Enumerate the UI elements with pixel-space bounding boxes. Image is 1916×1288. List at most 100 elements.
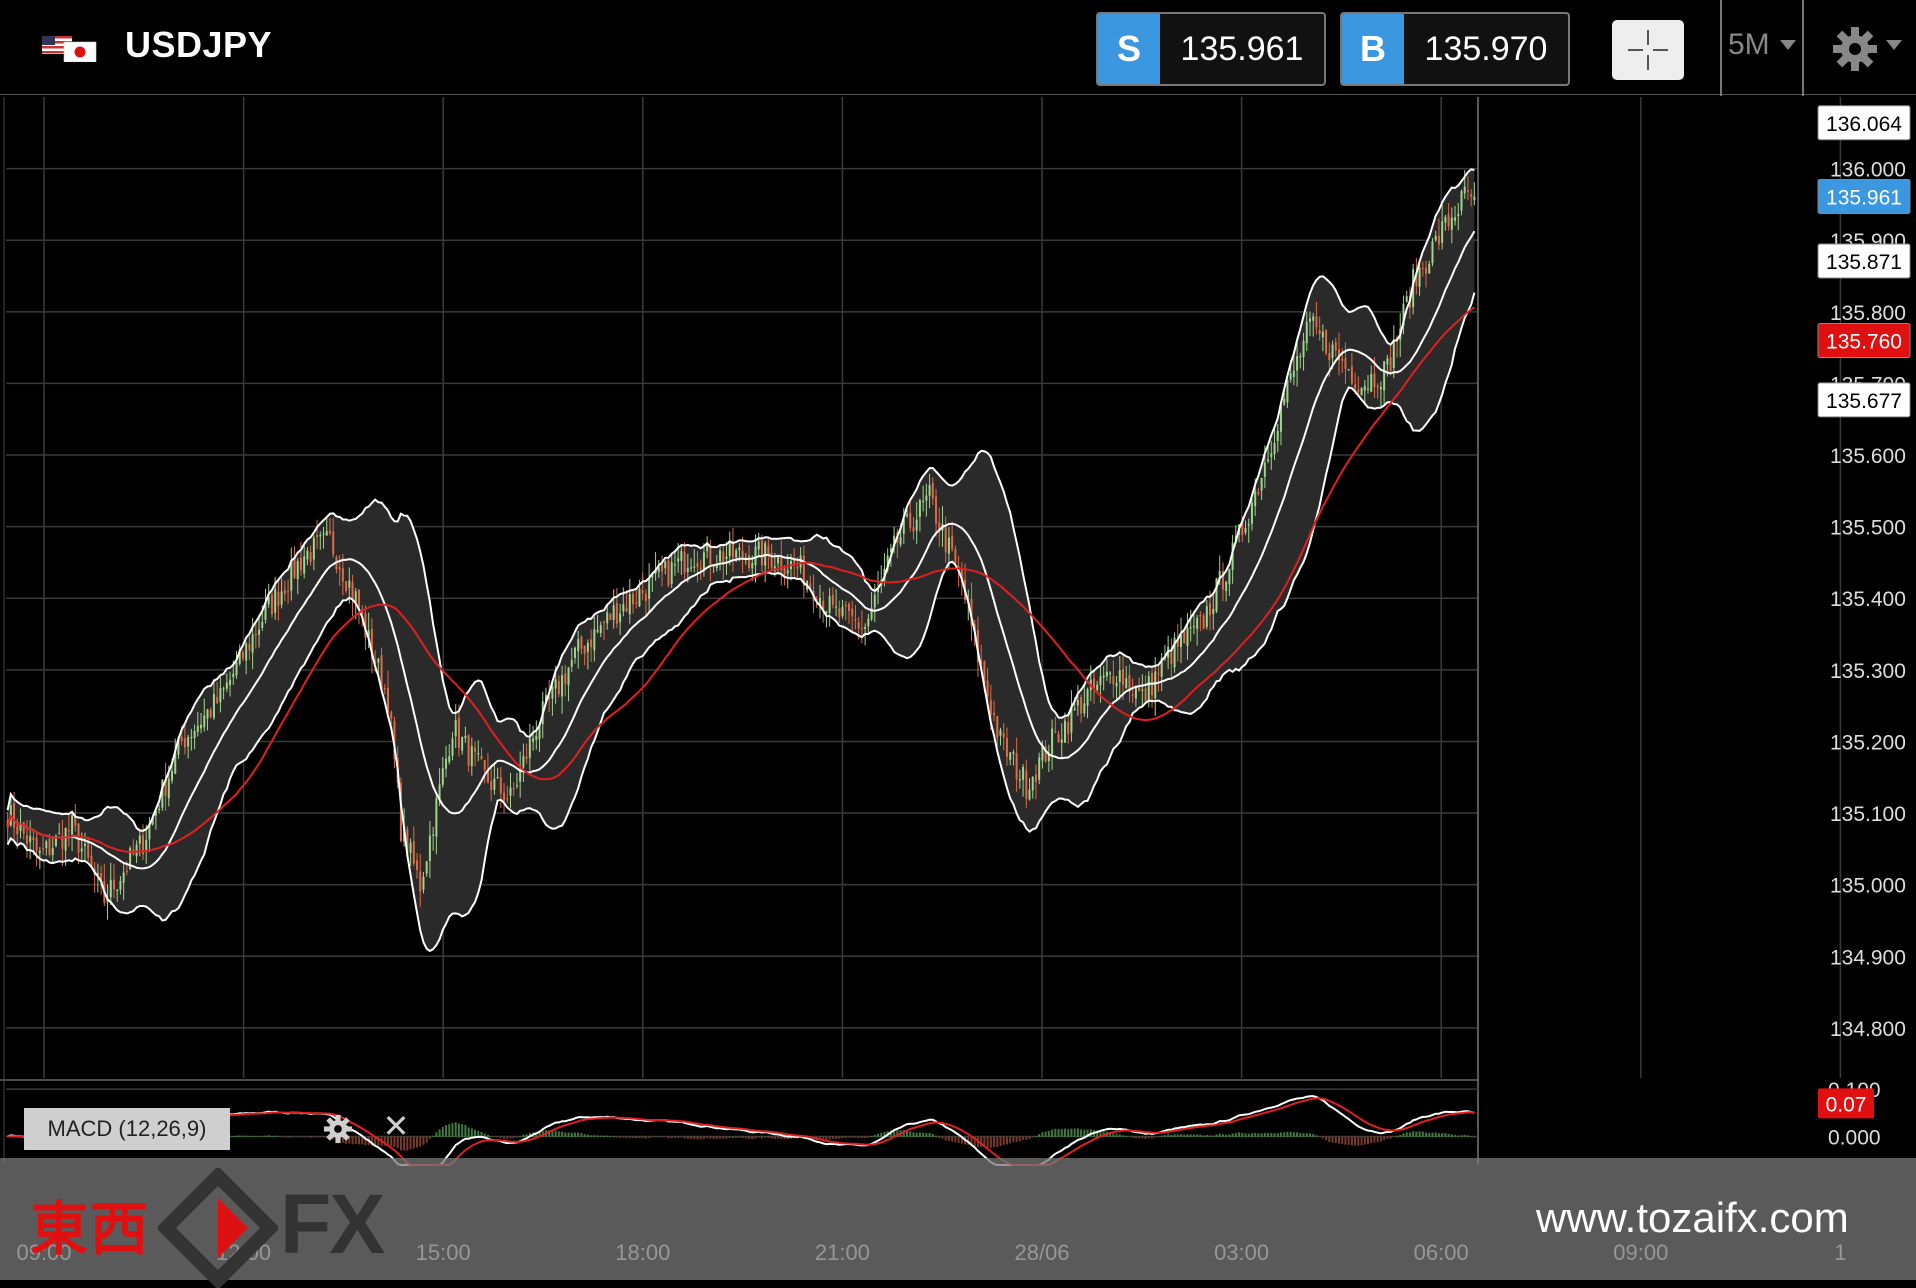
macd-histogram-bar (1151, 1136, 1154, 1139)
macd-histogram-bar (851, 1136, 854, 1138)
macd-histogram-bar (831, 1136, 834, 1140)
candle-body (258, 629, 261, 635)
candle-body (1244, 528, 1247, 533)
macd-histogram-bar (445, 1125, 448, 1138)
candle-body (1305, 321, 1308, 344)
macd-histogram-bar (1402, 1133, 1405, 1138)
candle-body (425, 861, 428, 874)
crosshair-button[interactable] (1612, 20, 1684, 80)
candle-body (902, 519, 905, 534)
candle-body (1038, 757, 1041, 780)
macd-histogram-bar (847, 1136, 850, 1138)
candle-body (35, 837, 38, 851)
symbol-title[interactable]: USDJPY (125, 24, 273, 65)
candle-body (151, 816, 154, 825)
candle-body (686, 568, 689, 572)
sell-quote-button[interactable]: S 135.961 (1096, 12, 1326, 86)
candle-body (264, 604, 267, 620)
candle-body (1341, 358, 1344, 361)
macd-histogram-bar (635, 1136, 638, 1139)
macd-histogram-bar (841, 1136, 844, 1139)
candle-body (622, 604, 625, 612)
candle-body (1176, 640, 1179, 647)
candle-body (167, 778, 170, 799)
chevron-down-icon[interactable] (1886, 40, 1902, 50)
candle-body (1250, 502, 1253, 524)
candle-body (238, 649, 241, 664)
candle-body (248, 643, 251, 651)
macd-histogram-bar (1118, 1134, 1121, 1138)
candle-body (428, 835, 431, 861)
candle-body (738, 547, 741, 551)
gear-icon[interactable] (1830, 24, 1880, 74)
macd-histogram-bar (1360, 1136, 1363, 1146)
candle-body (67, 830, 70, 832)
toolbar-divider (1802, 0, 1804, 96)
macd-histogram-bar (760, 1136, 763, 1139)
macd-histogram-bar (606, 1135, 609, 1138)
sell-price: 135.961 (1180, 29, 1304, 68)
macd-histogram-bar (499, 1136, 502, 1138)
candle-body (51, 848, 54, 856)
candle-body (1425, 267, 1428, 274)
candle-body (406, 828, 409, 856)
macd-histogram-bar (261, 1136, 264, 1138)
macd-histogram-bar (996, 1136, 999, 1148)
macd-histogram-bar (557, 1131, 560, 1138)
candle-body (1102, 675, 1105, 678)
candle-body (1386, 358, 1389, 365)
macd-histogram-bar (944, 1136, 947, 1141)
buy-quote-button[interactable]: B 135.970 (1340, 12, 1570, 86)
price-chart[interactable]: 136.000135.900135.800135.700135.600135.5… (0, 95, 1916, 1280)
macd-histogram-bar (1341, 1136, 1344, 1145)
candle-body (731, 543, 734, 558)
close-icon[interactable]: ✕ (382, 1107, 410, 1145)
macd-histogram-bar (390, 1136, 393, 1146)
macd-histogram-bar (928, 1132, 931, 1138)
candle-body (470, 746, 473, 767)
gear-icon[interactable] (322, 1113, 354, 1145)
macd-histogram-bar (780, 1136, 783, 1139)
macd-histogram-bar (683, 1136, 686, 1139)
candle-body (1373, 373, 1376, 387)
candle-body (1312, 316, 1315, 321)
candle-body (1367, 388, 1370, 390)
macd-histogram-bar (941, 1136, 944, 1139)
candle-body (877, 587, 880, 593)
macd-histogram-bar (1038, 1134, 1041, 1138)
macd-histogram-bar (657, 1136, 660, 1138)
macd-histogram-bar (470, 1128, 473, 1138)
macd-histogram-bar (567, 1132, 570, 1138)
candle-body (183, 738, 186, 748)
macd-histogram-bar (277, 1136, 280, 1138)
candle-body (573, 647, 576, 659)
macd-histogram-bar (1225, 1134, 1228, 1138)
macd-histogram-bar (496, 1136, 499, 1138)
macd-histogram-bar (1267, 1132, 1270, 1138)
candle-body (461, 736, 464, 751)
candle-body (109, 879, 112, 898)
chevron-down-icon[interactable] (1780, 40, 1796, 50)
macd-histogram-bar (696, 1136, 699, 1140)
candle-body (1015, 753, 1018, 780)
candle-body (651, 574, 654, 578)
candle-body (190, 736, 193, 739)
macd-histogram-bar (1080, 1129, 1083, 1138)
macd-histogram-bar (938, 1136, 941, 1138)
macd-histogram-bar (432, 1135, 435, 1138)
candle-body (828, 596, 831, 613)
macd-indicator-label[interactable]: MACD (12,26,9) (24, 1108, 230, 1150)
macd-histogram-bar (283, 1136, 286, 1138)
timeframe-selector[interactable]: 5M (1728, 28, 1770, 61)
macd-histogram-bar (1454, 1134, 1457, 1138)
candle-body (725, 556, 728, 560)
macd-histogram-bar (906, 1130, 909, 1138)
candle-body (1263, 462, 1266, 477)
candle-body (1334, 342, 1337, 351)
macd-histogram-bar (1073, 1128, 1076, 1138)
macd-histogram-bar (1299, 1132, 1302, 1138)
candle-body (135, 844, 138, 857)
candle-body (54, 835, 57, 847)
macd-histogram-bar (870, 1135, 873, 1138)
candle-body (809, 583, 812, 588)
